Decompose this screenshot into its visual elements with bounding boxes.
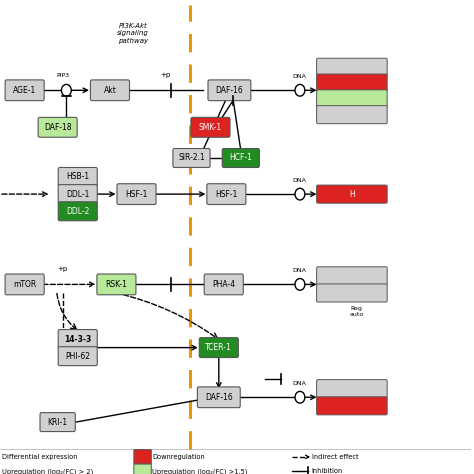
Text: DNA: DNA — [292, 178, 307, 183]
Circle shape — [295, 279, 305, 290]
Text: DDL-2: DDL-2 — [66, 207, 90, 216]
Text: AGE-1: AGE-1 — [13, 86, 36, 95]
Text: PHI-62: PHI-62 — [65, 352, 90, 361]
FancyBboxPatch shape — [191, 118, 230, 137]
Text: DNA: DNA — [292, 268, 307, 273]
FancyBboxPatch shape — [317, 74, 387, 92]
Text: PI3K-Akt
signaling
pathway: PI3K-Akt signaling pathway — [117, 23, 149, 44]
FancyBboxPatch shape — [97, 274, 136, 295]
FancyBboxPatch shape — [317, 397, 387, 415]
Text: H: H — [349, 190, 355, 199]
Circle shape — [295, 188, 305, 200]
FancyBboxPatch shape — [58, 202, 97, 221]
Text: +p: +p — [160, 72, 170, 78]
Text: DAF-16: DAF-16 — [205, 393, 233, 402]
FancyBboxPatch shape — [207, 184, 246, 204]
Text: Differential expression: Differential expression — [2, 454, 77, 460]
FancyBboxPatch shape — [204, 274, 243, 295]
Text: Akt: Akt — [103, 86, 117, 95]
FancyBboxPatch shape — [58, 329, 97, 348]
FancyBboxPatch shape — [5, 274, 44, 295]
Text: RSK-1: RSK-1 — [106, 280, 128, 289]
FancyBboxPatch shape — [317, 185, 387, 203]
FancyBboxPatch shape — [317, 284, 387, 302]
Text: HSF-1: HSF-1 — [215, 190, 237, 199]
FancyBboxPatch shape — [38, 118, 77, 137]
FancyBboxPatch shape — [199, 337, 238, 357]
Text: DAF-18: DAF-18 — [44, 123, 72, 132]
FancyBboxPatch shape — [134, 464, 151, 474]
Text: mTOR: mTOR — [13, 280, 36, 289]
Circle shape — [295, 84, 305, 96]
Text: +p: +p — [57, 266, 68, 272]
FancyBboxPatch shape — [208, 80, 251, 100]
FancyBboxPatch shape — [317, 90, 387, 108]
FancyBboxPatch shape — [58, 185, 97, 204]
Text: Indirect effect: Indirect effect — [312, 454, 358, 460]
Text: PIP3: PIP3 — [56, 73, 69, 78]
Text: KRI-1: KRI-1 — [47, 418, 68, 427]
FancyBboxPatch shape — [134, 450, 151, 464]
Text: TCER-1: TCER-1 — [205, 343, 232, 352]
FancyBboxPatch shape — [317, 267, 387, 285]
Text: SMK-1: SMK-1 — [199, 123, 222, 132]
FancyBboxPatch shape — [197, 387, 240, 408]
Text: Inhibition: Inhibition — [312, 468, 343, 474]
FancyBboxPatch shape — [58, 167, 97, 186]
Text: Upregulation (log₂(FC) > 2): Upregulation (log₂(FC) > 2) — [2, 468, 93, 474]
Circle shape — [295, 392, 305, 403]
FancyBboxPatch shape — [317, 58, 387, 76]
FancyBboxPatch shape — [5, 80, 44, 100]
Text: Downregulation: Downregulation — [153, 454, 205, 460]
Text: 14-3-3: 14-3-3 — [64, 335, 91, 344]
Text: HSB-1: HSB-1 — [66, 173, 89, 182]
FancyBboxPatch shape — [317, 106, 387, 124]
FancyBboxPatch shape — [40, 412, 75, 431]
Text: Reg
auto: Reg auto — [349, 306, 364, 317]
Text: SIR-2.1: SIR-2.1 — [178, 154, 205, 163]
Text: HCF-1: HCF-1 — [229, 154, 252, 163]
Circle shape — [62, 84, 71, 96]
Text: DNA: DNA — [292, 74, 307, 79]
FancyBboxPatch shape — [91, 80, 129, 100]
Text: HSF-1: HSF-1 — [125, 190, 148, 199]
Text: DAF-16: DAF-16 — [216, 86, 243, 95]
FancyBboxPatch shape — [222, 148, 259, 167]
Text: DNA: DNA — [292, 381, 307, 386]
FancyBboxPatch shape — [317, 380, 387, 398]
Text: PHA-4: PHA-4 — [212, 280, 235, 289]
Text: DDL-1: DDL-1 — [66, 190, 90, 199]
Text: Upregulation (log₂(FC) >1.5): Upregulation (log₂(FC) >1.5) — [153, 468, 248, 474]
FancyBboxPatch shape — [173, 148, 210, 167]
FancyBboxPatch shape — [117, 184, 156, 204]
FancyBboxPatch shape — [58, 346, 97, 365]
